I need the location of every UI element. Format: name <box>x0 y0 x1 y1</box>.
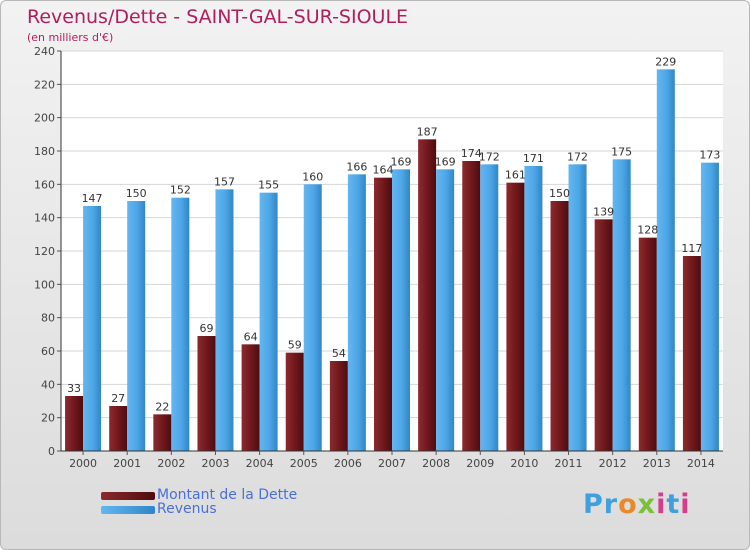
bar-debt-2002 <box>153 414 172 451</box>
legend-label-revenue: Revenus <box>157 501 217 517</box>
bar-revenue-2003 <box>215 189 234 452</box>
bar-revenue-2004 <box>259 192 278 451</box>
data-label-debt-2004: 64 <box>244 330 258 343</box>
bar-revenue-2010 <box>524 166 543 451</box>
y-tick-label: 80 <box>41 312 55 325</box>
data-label-debt-2009: 174 <box>461 147 482 160</box>
x-tick-label: 2008 <box>422 457 450 470</box>
data-label-revenue-2008: 169 <box>435 155 456 168</box>
bar-debt-2014 <box>682 256 701 451</box>
bar-debt-2005 <box>285 352 304 451</box>
data-label-revenue-2004: 155 <box>258 179 279 192</box>
data-label-debt-2012: 139 <box>593 205 614 218</box>
data-label-revenue-2007: 169 <box>391 155 412 168</box>
data-label-revenue-2005: 160 <box>302 170 323 183</box>
data-label-revenue-2010: 171 <box>523 152 544 165</box>
y-tick-label: 60 <box>41 345 55 358</box>
bar-debt-2001 <box>109 406 128 451</box>
data-label-revenue-2014: 173 <box>699 149 720 162</box>
x-tick-label: 2007 <box>378 457 406 470</box>
data-label-revenue-2013: 229 <box>655 55 676 68</box>
y-tick-label: 100 <box>34 278 55 291</box>
chart-title: Revenus/Dette - SAINT-GAL-SUR-SIOULE <box>27 6 409 28</box>
y-tick-label: 220 <box>34 78 55 91</box>
y-tick-label: 180 <box>34 145 55 158</box>
bar-revenue-2012 <box>612 159 631 452</box>
data-label-debt-2008: 187 <box>417 125 438 138</box>
bar-revenue-2006 <box>347 174 366 452</box>
bar-debt-2000 <box>65 396 84 451</box>
bar-debt-2009 <box>462 161 481 451</box>
x-tick-label: 2010 <box>510 457 538 470</box>
data-label-revenue-2006: 166 <box>346 160 367 173</box>
x-tick-label: 2009 <box>466 457 494 470</box>
bar-revenue-2014 <box>700 162 719 451</box>
proxiti-logo: Proxiti <box>583 489 691 520</box>
data-label-debt-2014: 117 <box>681 242 702 255</box>
x-tick-label: 2005 <box>290 457 318 470</box>
bar-debt-2003 <box>197 336 216 451</box>
y-tick-label: 120 <box>34 245 55 258</box>
x-tick-label: 2014 <box>687 457 715 470</box>
bar-debt-2013 <box>638 237 657 451</box>
data-label-revenue-2003: 157 <box>214 175 235 188</box>
data-label-revenue-2001: 150 <box>126 187 147 200</box>
bar-revenue-2000 <box>83 206 102 451</box>
legend-swatch-debt <box>101 492 155 500</box>
legend-swatch-revenue <box>101 506 155 514</box>
x-tick-label: 2001 <box>113 457 141 470</box>
bar-debt-2012 <box>594 219 613 451</box>
data-label-revenue-2011: 172 <box>567 150 588 163</box>
bar-revenue-2009 <box>480 164 499 452</box>
x-tick-label: 2003 <box>201 457 229 470</box>
x-tick-label: 2004 <box>246 457 274 470</box>
bar-revenue-2011 <box>568 164 587 452</box>
data-label-debt-2003: 69 <box>199 322 213 335</box>
bar-revenue-2008 <box>436 169 455 452</box>
x-tick-label: 2012 <box>599 457 627 470</box>
bar-revenue-2013 <box>656 69 675 451</box>
bar-revenue-2007 <box>392 169 410 452</box>
data-label-revenue-2009: 172 <box>479 150 500 163</box>
data-label-debt-2013: 128 <box>637 224 658 237</box>
y-tick-label: 160 <box>34 178 55 191</box>
data-label-debt-2005: 59 <box>288 339 302 352</box>
y-tick-label: 240 <box>34 45 55 58</box>
chart-subtitle: (en milliers d'€) <box>27 31 114 44</box>
data-label-debt-2001: 27 <box>111 392 125 405</box>
x-tick-label: 2011 <box>555 457 583 470</box>
data-label-revenue-2012: 175 <box>611 145 632 158</box>
data-label-debt-2006: 54 <box>332 347 346 360</box>
x-tick-label: 2013 <box>643 457 671 470</box>
data-label-debt-2007: 164 <box>373 164 394 177</box>
bar-debt-2008 <box>418 139 437 452</box>
y-tick-label: 40 <box>41 378 55 391</box>
y-tick-label: 200 <box>34 112 55 125</box>
x-tick-label: 2002 <box>157 457 185 470</box>
data-label-debt-2002: 22 <box>155 400 169 413</box>
bar-debt-2004 <box>241 344 260 451</box>
bar-revenue-2001 <box>127 201 146 451</box>
y-tick-label: 140 <box>34 212 55 225</box>
bar-revenue-2002 <box>171 197 190 451</box>
legend-label-debt: Montant de la Dette <box>157 487 298 503</box>
bar-debt-2011 <box>550 201 569 451</box>
data-label-debt-2011: 150 <box>549 187 570 200</box>
data-label-debt-2000: 33 <box>67 382 81 395</box>
bar-debt-2006 <box>329 361 348 451</box>
data-label-debt-2010: 161 <box>505 169 526 182</box>
data-label-revenue-2002: 152 <box>170 184 191 197</box>
x-tick-label: 2006 <box>334 457 362 470</box>
x-tick-label: 2000 <box>69 457 97 470</box>
data-label-revenue-2000: 147 <box>82 192 103 205</box>
bar-debt-2010 <box>506 182 525 451</box>
y-tick-label: 20 <box>41 412 55 425</box>
bar-revenue-2005 <box>303 184 322 452</box>
bar-debt-2007 <box>374 177 392 451</box>
y-tick-label: 0 <box>48 445 55 458</box>
